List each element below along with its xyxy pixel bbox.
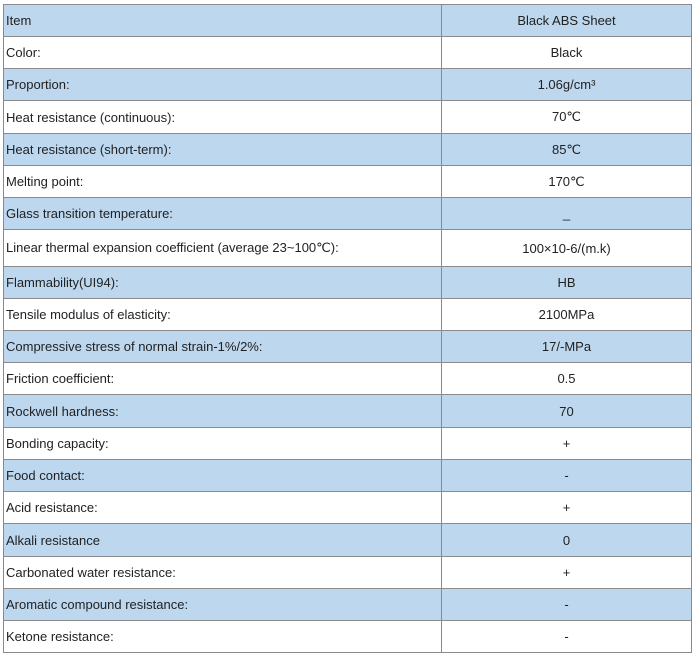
row-label: Friction coefficient: xyxy=(3,362,442,395)
row-label: Aromatic compound resistance: xyxy=(3,588,442,621)
table-row: Acid resistance: + xyxy=(3,491,692,524)
table-row: Linear thermal expansion coefficient (av… xyxy=(3,229,692,267)
row-value: 100×10-6/(m.k) xyxy=(441,229,692,267)
row-label: Melting point: xyxy=(3,165,442,198)
row-label: Bonding capacity: xyxy=(3,427,442,460)
table-row: Rockwell hardness: 70 xyxy=(3,394,692,428)
spec-table: Item Black ABS Sheet Color: Black Propor… xyxy=(3,4,692,653)
table-row: Tensile modulus of elasticity: 2100MPa xyxy=(3,298,692,331)
row-label: Ketone resistance: xyxy=(3,620,442,653)
table-row: Flammability(UI94): HB xyxy=(3,266,692,299)
row-value: - xyxy=(441,588,692,621)
row-value: - xyxy=(441,459,692,492)
table-row: Compressive stress of normal strain-1%/2… xyxy=(3,330,692,363)
table-row: Glass transition temperature: _ xyxy=(3,197,692,230)
row-value: + xyxy=(441,491,692,524)
table-row: Melting point: 170℃ xyxy=(3,165,692,198)
table-row: Aromatic compound resistance: - xyxy=(3,588,692,621)
row-value: + xyxy=(441,427,692,460)
row-value: 70℃ xyxy=(441,100,692,134)
row-value: 0.5 xyxy=(441,362,692,395)
table-row: Carbonated water resistance: + xyxy=(3,556,692,589)
table-row: Food contact: - xyxy=(3,459,692,492)
row-label: Proportion: xyxy=(3,68,442,101)
row-label: Glass transition temperature: xyxy=(3,197,442,230)
row-value: HB xyxy=(441,266,692,299)
row-value: - xyxy=(441,620,692,653)
table-row: Color: Black xyxy=(3,36,692,69)
row-label: Color: xyxy=(3,36,442,69)
row-label: Acid resistance: xyxy=(3,491,442,524)
row-label: Tensile modulus of elasticity: xyxy=(3,298,442,331)
row-value: 70 xyxy=(441,394,692,428)
row-value: 85℃ xyxy=(441,133,692,166)
table-header-row: Item Black ABS Sheet xyxy=(3,4,692,37)
table-row: Heat resistance (short-term): 85℃ xyxy=(3,133,692,166)
row-label: Heat resistance (continuous): xyxy=(3,100,442,134)
header-item-cell: Item xyxy=(3,4,442,37)
table-row: Proportion: 1.06g/cm³ xyxy=(3,68,692,101)
row-label: Flammability(UI94): xyxy=(3,266,442,299)
table-row: Bonding capacity: + xyxy=(3,427,692,460)
row-label: Alkali resistance xyxy=(3,523,442,557)
table-row: Friction coefficient: 0.5 xyxy=(3,362,692,395)
row-label: Food contact: xyxy=(3,459,442,492)
row-value: 17/-MPa xyxy=(441,330,692,363)
row-label: Rockwell hardness: xyxy=(3,394,442,428)
row-value: + xyxy=(441,556,692,589)
row-value: Black xyxy=(441,36,692,69)
table-row: Ketone resistance: - xyxy=(3,620,692,653)
row-value: 1.06g/cm³ xyxy=(441,68,692,101)
row-label: Heat resistance (short-term): xyxy=(3,133,442,166)
row-label: Compressive stress of normal strain-1%/2… xyxy=(3,330,442,363)
row-label: Carbonated water resistance: xyxy=(3,556,442,589)
row-value: 2100MPa xyxy=(441,298,692,331)
row-value: 0 xyxy=(441,523,692,557)
row-value: _ xyxy=(441,197,692,230)
header-value-cell: Black ABS Sheet xyxy=(441,4,692,37)
row-value: 170℃ xyxy=(441,165,692,198)
row-label: Linear thermal expansion coefficient (av… xyxy=(3,229,442,267)
table-row: Heat resistance (continuous): 70℃ xyxy=(3,100,692,134)
table-row: Alkali resistance 0 xyxy=(3,523,692,557)
